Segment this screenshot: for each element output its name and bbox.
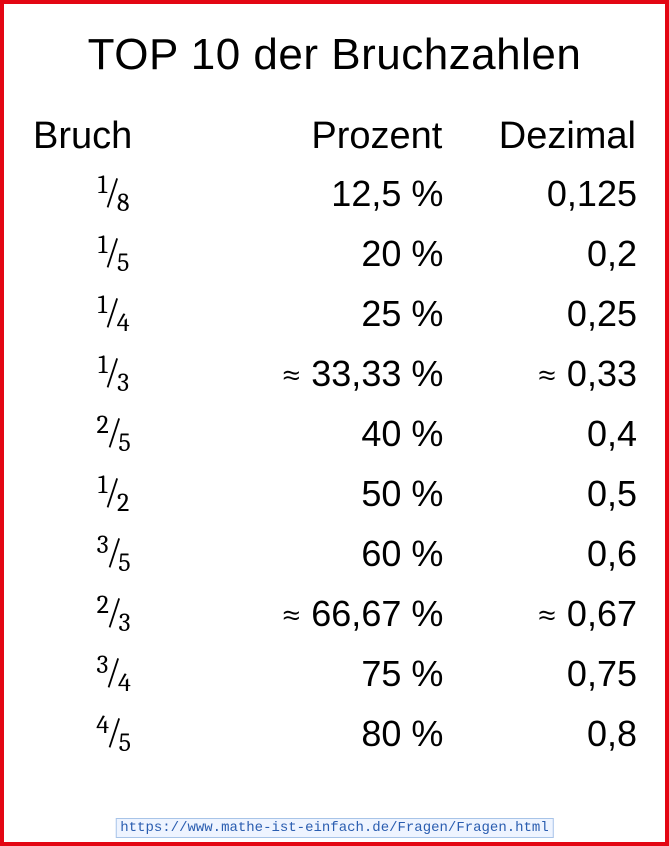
col-header-dezimal: Dezimal xyxy=(443,114,637,164)
table-row: 3/5 60 %0,6 xyxy=(32,524,637,584)
table-row: 1/5 20 %0,2 xyxy=(32,224,637,284)
fraction: 4/5 xyxy=(96,712,131,756)
fraction-slash-icon: / xyxy=(106,534,121,570)
table-header-row: Bruch Prozent Dezimal xyxy=(32,114,637,164)
cell-prozent: 25 % xyxy=(177,284,443,344)
cell-dezimal: 0,2 xyxy=(443,224,637,284)
fraction-slash-icon: / xyxy=(106,594,121,630)
col-header-prozent: Prozent xyxy=(177,114,443,164)
fraction: 1/8 xyxy=(98,172,130,216)
cell-dezimal: ≈ 0,33 xyxy=(443,344,637,404)
fractions-table: Bruch Prozent Dezimal 1/8 12,5 %0,125 1/5 2… xyxy=(32,114,637,764)
table-row: 2/3 ≈ 66,67 %≈ 0,67 xyxy=(32,584,637,644)
cell-bruch: 4/5 xyxy=(32,704,177,764)
fraction-slash-icon: / xyxy=(104,174,119,210)
fraction: 1/3 xyxy=(98,352,129,396)
cell-dezimal: 0,25 xyxy=(443,284,637,344)
cell-dezimal: 0,4 xyxy=(443,404,637,464)
cell-prozent: 12,5 % xyxy=(177,164,443,224)
cell-prozent: 20 % xyxy=(177,224,443,284)
fraction-slash-icon: / xyxy=(106,654,121,690)
fraction: 2/3 xyxy=(97,592,131,636)
fraction: 2/5 xyxy=(96,412,130,456)
col-header-bruch: Bruch xyxy=(32,114,177,164)
cell-bruch: 2/5 xyxy=(32,404,177,464)
cell-prozent: ≈ 33,33 % xyxy=(177,344,443,404)
source-link[interactable]: https://www.mathe-ist-einfach.de/Fragen/… xyxy=(115,818,553,838)
page-title: TOP 10 der Bruchzahlen xyxy=(32,30,637,80)
document-frame: TOP 10 der Bruchzahlen Bruch Prozent Dez… xyxy=(0,0,669,846)
fraction: 1/2 xyxy=(98,472,129,516)
cell-dezimal: 0,75 xyxy=(443,644,637,704)
table-row: 2/5 40 %0,4 xyxy=(32,404,637,464)
fraction-slash-icon: / xyxy=(106,714,121,750)
cell-bruch: 1/5 xyxy=(32,224,177,284)
table-row: 1/8 12,5 %0,125 xyxy=(32,164,637,224)
fraction: 1/5 xyxy=(98,232,129,276)
fraction-slash-icon: / xyxy=(105,354,120,390)
cell-bruch: 3/5 xyxy=(32,524,177,584)
cell-prozent: 40 % xyxy=(177,404,443,464)
cell-prozent: 50 % xyxy=(177,464,443,524)
fraction: 3/5 xyxy=(97,532,131,576)
cell-dezimal: 0,6 xyxy=(443,524,637,584)
table-row: 1/4 25 %0,25 xyxy=(32,284,637,344)
cell-bruch: 1/4 xyxy=(32,284,177,344)
cell-bruch: 1/3 xyxy=(32,344,177,404)
table-row: 1/2 50 %0,5 xyxy=(32,464,637,524)
fraction-slash-icon: / xyxy=(106,414,121,450)
fraction-slash-icon: / xyxy=(105,474,120,510)
fraction: 1/4 xyxy=(98,292,130,336)
cell-dezimal: 0,5 xyxy=(443,464,637,524)
cell-prozent: 80 % xyxy=(177,704,443,764)
table-row: 4/5 80 %0,8 xyxy=(32,704,637,764)
table-row: 1/3 ≈ 33,33 %≈ 0,33 xyxy=(32,344,637,404)
fraction-slash-icon: / xyxy=(105,234,120,270)
cell-bruch: 1/8 xyxy=(32,164,177,224)
cell-prozent: 60 % xyxy=(177,524,443,584)
cell-dezimal: ≈ 0,67 xyxy=(443,584,637,644)
fraction: 3/4 xyxy=(96,652,130,696)
cell-dezimal: 0,125 xyxy=(443,164,637,224)
cell-bruch: 1/2 xyxy=(32,464,177,524)
cell-bruch: 3/4 xyxy=(32,644,177,704)
fraction-slash-icon: / xyxy=(104,294,119,330)
cell-dezimal: 0,8 xyxy=(443,704,637,764)
cell-bruch: 2/3 xyxy=(32,584,177,644)
cell-prozent: ≈ 66,67 % xyxy=(177,584,443,644)
table-row: 3/4 75 %0,75 xyxy=(32,644,637,704)
cell-prozent: 75 % xyxy=(177,644,443,704)
